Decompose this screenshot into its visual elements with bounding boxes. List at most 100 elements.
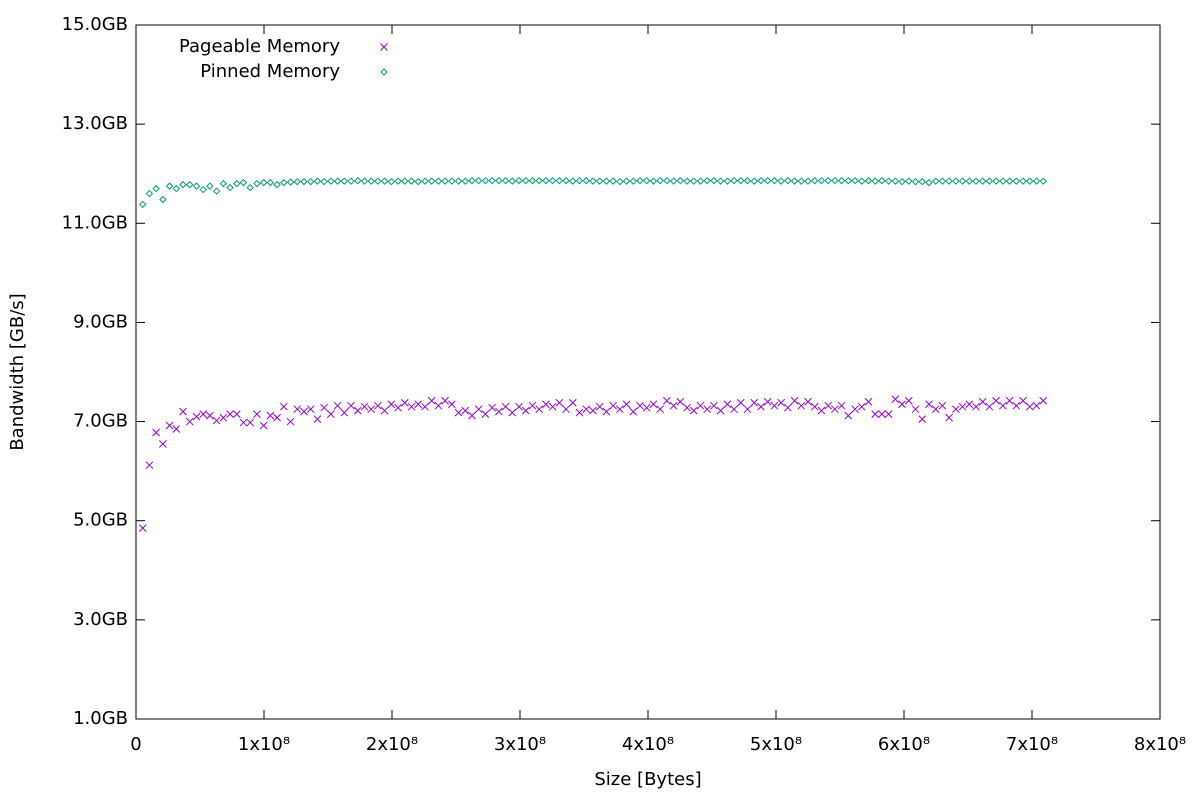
data-point — [515, 402, 523, 411]
data-point — [636, 176, 644, 185]
data-point — [327, 177, 335, 185]
data-point — [569, 177, 577, 185]
data-point — [938, 177, 947, 185]
data-point — [199, 185, 207, 194]
data-point — [454, 177, 463, 185]
data-point — [958, 402, 967, 411]
data-point — [562, 176, 570, 185]
data-point — [434, 401, 443, 410]
data-point — [172, 425, 181, 433]
data-point — [179, 180, 187, 189]
data-point — [811, 176, 819, 185]
x-tick-label: 6x10⁸ — [878, 734, 930, 755]
data-point — [374, 401, 382, 410]
data-point — [521, 406, 530, 415]
data-point — [938, 401, 947, 410]
data-point — [139, 200, 147, 209]
data-point — [972, 177, 980, 185]
data-point — [340, 177, 349, 185]
data-point — [615, 405, 624, 414]
data-point — [609, 401, 617, 410]
data-point — [643, 176, 651, 185]
data-point — [844, 411, 853, 420]
data-point — [159, 195, 167, 204]
data-point — [447, 400, 456, 409]
data-point — [622, 400, 631, 409]
data-point — [468, 176, 476, 185]
data-point — [763, 176, 772, 185]
data-point — [300, 407, 308, 416]
data-point — [340, 408, 349, 417]
data-point — [710, 176, 718, 185]
data-point — [1032, 401, 1041, 410]
data-point — [884, 410, 893, 418]
data-point — [441, 396, 449, 405]
data-point — [979, 177, 987, 185]
x-tick-label: 4x10⁸ — [622, 734, 674, 755]
data-point — [575, 176, 584, 185]
data-point — [360, 177, 369, 185]
data-point — [1019, 396, 1027, 405]
data-point — [777, 177, 785, 185]
data-point — [548, 176, 557, 185]
y-tick-label: 1.0GB — [73, 708, 128, 729]
data-point — [904, 396, 913, 405]
data-point — [286, 178, 295, 186]
data-point — [562, 405, 570, 414]
data-point — [810, 402, 819, 411]
data-point — [656, 176, 664, 185]
data-point — [629, 177, 637, 185]
x-tick-label: 7x10⁸ — [1006, 734, 1058, 755]
data-point — [750, 177, 758, 185]
data-point — [219, 179, 228, 188]
data-point — [629, 407, 638, 416]
data-point — [663, 176, 671, 185]
data-point — [763, 397, 772, 406]
data-point — [239, 178, 248, 187]
data-point — [750, 398, 759, 407]
data-point — [931, 405, 940, 414]
data-point — [360, 402, 369, 411]
data-point — [683, 403, 691, 412]
data-point — [427, 396, 436, 405]
data-point — [784, 176, 792, 185]
data-point — [186, 180, 194, 189]
legend-label: Pageable Memory — [179, 36, 340, 57]
data-point — [824, 401, 833, 410]
data-point — [306, 405, 315, 414]
data-point — [696, 401, 705, 410]
x-tick-label: 2x10⁸ — [366, 734, 418, 755]
data-point — [965, 177, 973, 185]
data-point — [804, 177, 812, 185]
data-point — [145, 189, 154, 198]
data-point — [548, 402, 557, 411]
data-point — [871, 410, 880, 418]
data-point — [898, 177, 906, 186]
data-point — [461, 177, 469, 185]
data-point — [414, 177, 422, 186]
x-tick-label: 1x10⁸ — [238, 734, 290, 755]
data-point — [226, 183, 234, 192]
data-point — [616, 177, 624, 186]
data-point — [488, 176, 496, 185]
data-point — [858, 177, 866, 185]
data-point — [797, 177, 805, 185]
data-point — [891, 177, 900, 185]
legend-marker — [380, 68, 388, 76]
y-tick-label: 5.0GB — [73, 510, 128, 531]
data-point — [790, 396, 799, 405]
data-point — [716, 177, 725, 185]
data-point — [931, 177, 940, 185]
x-tick-label: 5x10⁸ — [750, 734, 802, 755]
data-point — [522, 176, 530, 185]
data-point — [669, 401, 678, 410]
data-point — [380, 406, 389, 415]
data-point — [690, 177, 698, 185]
data-point — [474, 405, 483, 414]
data-point — [367, 405, 376, 414]
data-point — [380, 177, 389, 185]
data-point — [206, 411, 214, 420]
data-point — [978, 397, 987, 406]
data-point — [703, 176, 711, 185]
